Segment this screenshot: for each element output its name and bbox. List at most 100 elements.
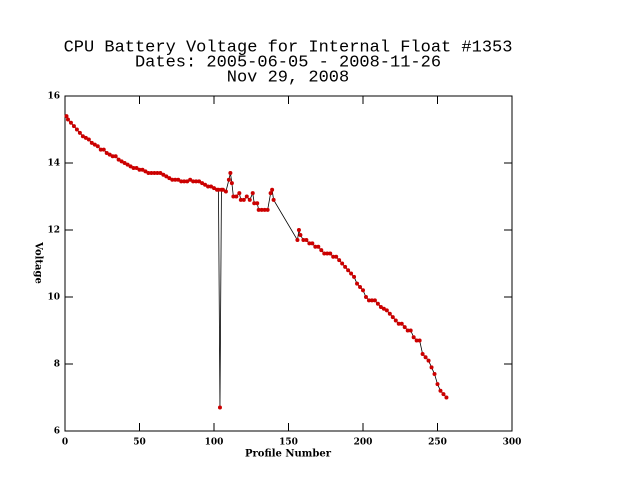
data-point: [110, 154, 115, 159]
data-point: [95, 144, 100, 149]
data-point: [343, 264, 348, 269]
data-point: [89, 140, 94, 145]
data-point: [296, 228, 301, 232]
data-point: [346, 268, 351, 273]
data-point: [352, 274, 357, 279]
data-point: [149, 171, 154, 176]
data-point: [411, 335, 416, 340]
data-point: [203, 182, 208, 187]
data-point: [173, 177, 178, 182]
x-tick-label: 50: [133, 438, 146, 448]
data-point: [340, 261, 345, 266]
y-tick-label: 12: [47, 226, 60, 236]
data-point: [167, 176, 172, 181]
data-point: [247, 197, 252, 202]
data-point: [170, 177, 175, 182]
data-point: [325, 251, 330, 256]
chart-title: Nov 29, 2008: [227, 68, 349, 87]
data-point: [152, 171, 157, 176]
data-point: [197, 179, 202, 184]
data-point: [143, 169, 148, 174]
data-point: [423, 355, 428, 360]
data-point: [405, 328, 410, 333]
x-tick-label: 300: [503, 438, 522, 448]
data-point: [270, 187, 275, 192]
data-point: [310, 241, 315, 246]
x-tick-label: 150: [279, 438, 298, 448]
data-point: [396, 321, 401, 326]
data-point: [140, 167, 145, 172]
x-tick-label: 200: [354, 438, 373, 448]
data-point: [363, 295, 368, 299]
data-point: [92, 142, 97, 147]
data-point: [334, 254, 339, 259]
data-point: [223, 189, 228, 194]
data-point: [265, 207, 270, 212]
data-point: [188, 177, 193, 182]
x-tick-label: 100: [205, 438, 224, 448]
data-point: [361, 288, 365, 293]
x-tick-label: 0: [62, 438, 68, 448]
data-point: [441, 392, 446, 397]
data-point: [402, 325, 407, 330]
data-point: [146, 171, 151, 176]
data-point: [164, 174, 169, 179]
y-axis-label: Voltage: [33, 241, 44, 284]
data-point: [358, 284, 363, 289]
data-point: [206, 184, 211, 189]
data-point: [444, 395, 449, 400]
data-point: [349, 271, 354, 276]
data-point: [322, 251, 327, 256]
data-point: [74, 127, 79, 132]
data-point: [179, 179, 184, 184]
data-point: [86, 137, 91, 142]
data-point: [182, 179, 187, 184]
data-point: [369, 298, 374, 303]
data-point: [408, 328, 413, 333]
x-axis-label: Profile Number: [245, 449, 332, 460]
data-point: [216, 187, 221, 192]
data-point: [226, 177, 231, 182]
data-point: [255, 201, 260, 206]
data-point: [228, 171, 233, 176]
data-point: [316, 244, 321, 249]
data-point: [237, 191, 242, 196]
data-point: [137, 167, 142, 172]
data-point: [372, 298, 377, 303]
data-point: [161, 172, 166, 177]
data-point: [262, 207, 267, 212]
data-point: [252, 201, 257, 206]
data-point: [399, 321, 404, 326]
data-point: [217, 405, 222, 410]
data-point: [375, 301, 380, 306]
data-point: [417, 338, 422, 343]
data-point: [116, 157, 121, 162]
data-point: [238, 197, 243, 202]
x-tick-label: 250: [428, 438, 447, 448]
data-point: [77, 130, 82, 135]
data-point: [155, 171, 160, 176]
data-point: [426, 358, 431, 363]
data-point: [104, 150, 109, 155]
data-point: [234, 194, 239, 199]
data-point: [256, 207, 261, 212]
y-tick-label: 8: [54, 360, 60, 370]
data-point: [64, 114, 69, 119]
data-point: [337, 258, 342, 263]
data-point: [393, 318, 398, 323]
data-point: [231, 194, 236, 199]
data-point: [83, 135, 88, 140]
data-point: [366, 298, 371, 303]
data-point: [381, 306, 386, 311]
data-point: [298, 233, 303, 238]
data-point: [271, 197, 276, 202]
data-point: [331, 254, 336, 259]
data-point: [68, 120, 73, 125]
data-point: [420, 351, 425, 356]
data-point: [107, 152, 112, 157]
chart-title: CPU Battery Voltage for Internal Float #…: [64, 38, 513, 57]
data-point: [307, 241, 312, 246]
data-point: [200, 181, 205, 186]
y-tick-label: 10: [47, 293, 60, 303]
